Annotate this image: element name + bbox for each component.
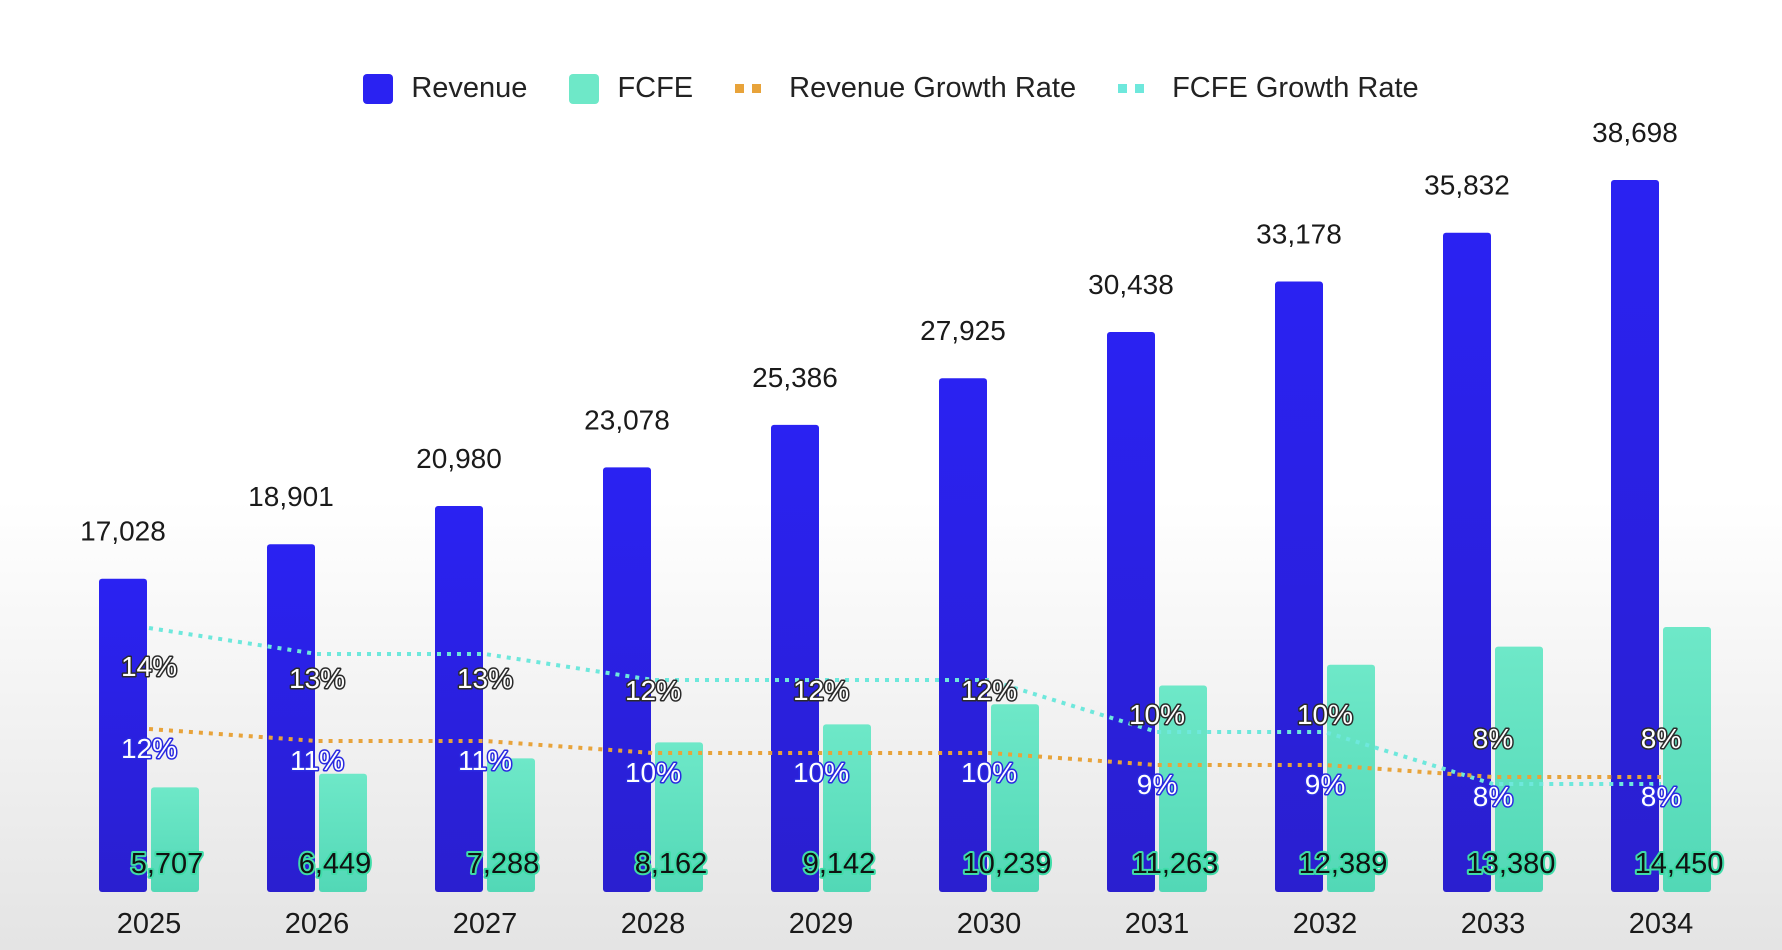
revenue-bar — [939, 378, 987, 892]
year-tick-label: 2025 — [117, 908, 182, 940]
revenue-bar — [603, 467, 651, 892]
fcfe-bar — [1663, 627, 1711, 892]
year-tick-label: 2026 — [285, 908, 350, 940]
fcfe-value-label: 7,288 — [467, 848, 540, 880]
revenue-growth-label: 8% — [1641, 723, 1681, 754]
legend-swatch-fcfe — [569, 73, 600, 104]
revenue-growth-label: 10% — [1297, 699, 1353, 730]
year-tick-label: 2030 — [957, 908, 1022, 940]
revenue-bar — [771, 424, 819, 892]
fcfe-value-label: 10,239 — [963, 848, 1052, 880]
fcfe-growth-label: 9% — [1305, 769, 1345, 800]
revenue-bar — [267, 544, 315, 892]
fcfe-growth-label: 10% — [793, 757, 849, 788]
fcfe-bar — [655, 742, 703, 892]
legend-item-revenue-growth: Revenue Growth Rate — [735, 72, 1076, 105]
fcfe-value-label: 14,450 — [1635, 848, 1724, 880]
revenue-growth-label: 12% — [625, 675, 681, 706]
revenue-growth-label: 8% — [1473, 723, 1513, 754]
legend-item-fcfe-growth: FCFE Growth Rate — [1118, 72, 1419, 105]
legend-label-fcfe-growth: FCFE Growth Rate — [1172, 72, 1419, 104]
legend-swatch-revenue — [363, 73, 394, 104]
legend-item-fcfe: FCFE — [569, 72, 693, 105]
fcfe-bar — [1495, 646, 1543, 892]
revenue-bar — [1443, 232, 1491, 892]
fcfe-value-label: 9,142 — [803, 848, 876, 880]
chart-legend: Revenue FCFE Revenue Growth Rate FCFE Gr… — [0, 72, 1782, 105]
revenue-value-label: 17,028 — [80, 516, 166, 547]
revenue-growth-label: 13% — [289, 663, 345, 694]
legend-swatch-fcfe-growth — [1118, 84, 1154, 93]
revenue-value-label: 33,178 — [1256, 219, 1342, 250]
revenue-bar — [435, 505, 483, 892]
legend-item-revenue: Revenue — [363, 72, 527, 105]
fcfe-value-label: 8,162 — [635, 848, 708, 880]
fcfe-growth-line — [148, 626, 1661, 786]
revenue-bar — [99, 578, 147, 892]
fcfe-growth-label: 11% — [458, 745, 512, 776]
fcfe-growth-label: 12% — [121, 733, 177, 764]
year-tick-label: 2032 — [1293, 908, 1358, 940]
revenue-growth-label: 10% — [1129, 699, 1185, 730]
fcfe-value-label: 12,389 — [1299, 848, 1388, 880]
year-tick-label: 2027 — [453, 908, 518, 940]
fcfe-growth-label: 8% — [1641, 781, 1681, 812]
revenue-value-label: 27,925 — [920, 315, 1006, 346]
revenue-value-label: 23,078 — [584, 404, 670, 435]
revenue-bar — [1275, 281, 1323, 892]
legend-swatch-revenue-growth — [735, 84, 771, 93]
fcfe-bar — [1327, 664, 1375, 892]
fcfe-bar — [487, 758, 535, 892]
revenue-value-label: 38,698 — [1592, 117, 1678, 148]
fcfe-growth-label: 8% — [1473, 781, 1513, 812]
fcfe-bar — [151, 787, 199, 892]
year-tick-label: 2031 — [1125, 908, 1190, 940]
year-tick-label: 2034 — [1629, 908, 1694, 940]
fcfe-value-label: 5,707 — [131, 848, 204, 880]
fcfe-bar — [1159, 685, 1207, 892]
year-tick-label: 2033 — [1461, 908, 1526, 940]
revenue-bar — [1611, 180, 1659, 892]
revenue-value-label: 30,438 — [1088, 269, 1174, 300]
legend-label-revenue: Revenue — [411, 72, 528, 104]
fcfe-value-label: 6,449 — [299, 848, 372, 880]
fcfe-value-label: 13,380 — [1467, 848, 1556, 880]
fcfe-bar — [823, 724, 871, 892]
year-tick-label: 2029 — [789, 908, 854, 940]
fcfe-bar — [319, 773, 367, 892]
revenue-value-label: 20,980 — [416, 443, 502, 474]
revenue-value-label: 18,901 — [248, 481, 334, 512]
fcfe-growth-label: 10% — [625, 757, 681, 788]
revenue-growth-label: 12% — [961, 675, 1017, 706]
fcfe-growth-label: 9% — [1137, 769, 1177, 800]
legend-label-fcfe: FCFE — [617, 72, 694, 104]
year-tick-label: 2028 — [621, 908, 686, 940]
legend-label-revenue-growth: Revenue Growth Rate — [789, 72, 1077, 104]
revenue-growth-label: 13% — [457, 663, 513, 694]
revenue-growth-line — [148, 727, 1661, 779]
fcfe-bar — [991, 704, 1039, 892]
fcfe-value-label: 11,263 — [1132, 848, 1219, 880]
revenue-growth-label: 14% — [121, 651, 177, 682]
revenue-value-label: 35,832 — [1424, 170, 1510, 201]
revenue-value-label: 25,386 — [752, 362, 838, 393]
revenue-growth-label: 12% — [793, 675, 849, 706]
fcfe-growth-label: 11% — [290, 745, 344, 776]
revenue-bar — [1107, 331, 1155, 892]
fcfe-growth-label: 10% — [961, 757, 1017, 788]
